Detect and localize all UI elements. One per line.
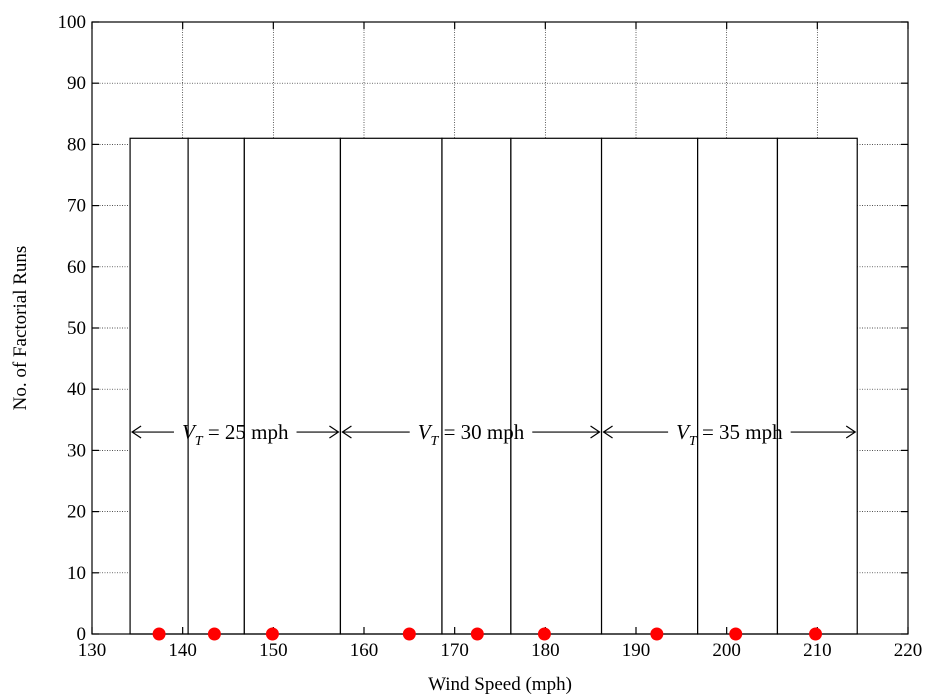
data-point: [650, 627, 664, 641]
y-tick-label: 40: [67, 379, 86, 400]
region-label: VT = 25 mph: [182, 420, 289, 449]
data-point: [537, 627, 551, 641]
y-tick-label: 30: [67, 440, 86, 461]
bar: [776, 137, 858, 635]
arrow-right-head: [845, 425, 857, 439]
data-point: [207, 627, 221, 641]
point-layer: [152, 627, 823, 641]
y-tick-label: 80: [67, 134, 86, 155]
region-label-subscript: T: [431, 434, 440, 449]
bar: [187, 137, 245, 635]
x-tick-label: 140: [168, 640, 197, 661]
arrow-left-head: [341, 425, 352, 439]
x-tick-label: 150: [259, 640, 288, 661]
tick-layer: 130 140 150 160 170 180 190 200 210 220 0 10 20 30 40 5…: [58, 12, 923, 661]
region-label-text: = 25 mph: [203, 420, 289, 444]
bar: [600, 137, 699, 635]
y-tick-label: 60: [67, 257, 86, 278]
y-tick-label: 0: [77, 624, 87, 645]
bar: [510, 137, 603, 635]
bar: [129, 137, 189, 635]
data-point: [402, 627, 416, 641]
x-tick-label: 210: [803, 640, 832, 661]
bar: [243, 137, 342, 635]
region-label-var: V: [418, 420, 433, 444]
region-label-text: = 30 mph: [438, 420, 524, 444]
region-annotation: VT = 35 mph: [602, 420, 857, 449]
region-annotation: VT = 30 mph: [341, 420, 601, 449]
y-tick-label: 70: [67, 196, 86, 217]
arrow-left-head: [602, 425, 613, 439]
region-label: VT = 35 mph: [676, 420, 783, 449]
region-label-var: V: [676, 420, 691, 444]
x-tick-label: 220: [894, 640, 923, 661]
bar: [697, 137, 779, 635]
region-label-subscript: T: [195, 434, 204, 449]
y-tick-label: 20: [67, 502, 86, 523]
data-point: [470, 627, 484, 641]
region-label-var: V: [182, 420, 197, 444]
x-tick-label: 190: [622, 640, 651, 661]
y-tick-label: 100: [58, 12, 87, 33]
y-tick-label: 10: [67, 563, 86, 584]
x-tick-label: 160: [350, 640, 379, 661]
x-axis-label: Wind Speed (mph): [428, 674, 572, 694]
data-point: [152, 627, 166, 641]
x-tick-label: 130: [78, 640, 107, 661]
region-label-text: = 35 mph: [697, 420, 783, 444]
data-point: [729, 627, 743, 641]
bar: [441, 137, 512, 635]
x-tick-label: 180: [531, 640, 560, 661]
data-point: [809, 627, 823, 641]
region-label: VT = 30 mph: [418, 420, 525, 449]
arrow-right-head: [329, 425, 340, 439]
data-point: [265, 627, 279, 641]
x-tick-label: 200: [712, 640, 741, 661]
y-tick-label: 50: [67, 318, 86, 339]
bar: [339, 137, 443, 635]
y-tick-label: 90: [67, 73, 86, 94]
region-annotation: VT = 25 mph: [130, 420, 340, 449]
bar-layer: [129, 137, 858, 635]
y-axis-label: No. of Factorial Runs: [10, 246, 31, 411]
region-label-subscript: T: [689, 434, 698, 449]
annotation-layer: VT = 25 mph VT = 30 mph VT = 35 mph: [130, 420, 857, 449]
arrow-left-head: [130, 425, 142, 439]
x-tick-label: 170: [440, 640, 469, 661]
arrow-right-head: [590, 425, 601, 439]
